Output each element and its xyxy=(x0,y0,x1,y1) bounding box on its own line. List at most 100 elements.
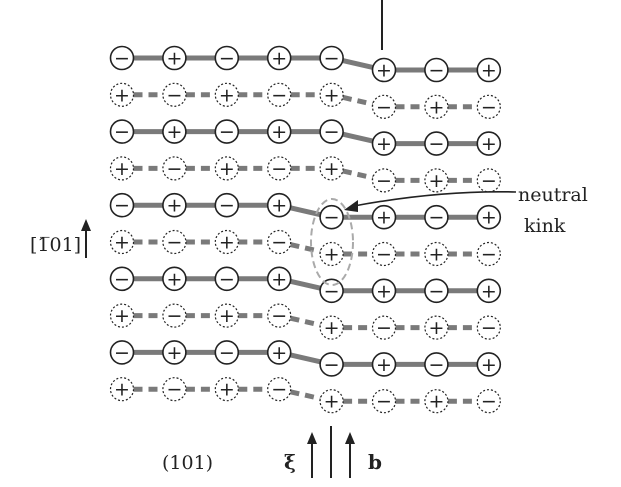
ion-cation-2-7: + xyxy=(476,131,502,156)
svg-text:+: + xyxy=(481,60,497,82)
ion-cation-4-1: + xyxy=(162,192,187,218)
ion-cation-4-3: + xyxy=(266,192,292,218)
ion-cation-3-0: + xyxy=(109,156,135,181)
ion-cation-9-0: + xyxy=(109,377,135,402)
svg-text:−: − xyxy=(376,170,392,192)
ion-cation-1-6: + xyxy=(424,94,449,119)
svg-text:+: + xyxy=(376,280,392,302)
bond-layer xyxy=(133,55,478,404)
svg-text:+: + xyxy=(428,391,444,413)
ion-cation-0-7: + xyxy=(476,57,502,83)
svg-text:−: − xyxy=(376,391,392,413)
ion-anion-5-3: − xyxy=(267,229,292,255)
ion-anion-8-0: − xyxy=(109,340,135,365)
svg-text:−: − xyxy=(428,354,444,376)
ion-cation-4-7: + xyxy=(476,204,502,230)
ion-cation-7-4: + xyxy=(319,315,344,340)
ion-cation-0-3: + xyxy=(266,45,292,71)
svg-text:−: − xyxy=(271,158,287,180)
svg-text:+: + xyxy=(376,60,392,82)
svg-text:−: − xyxy=(114,268,130,290)
kink-highlight-ellipse xyxy=(310,198,354,286)
ion-anion-0-6: − xyxy=(424,57,449,83)
svg-text:+: + xyxy=(114,84,130,106)
ion-anion-7-5: − xyxy=(371,315,397,340)
svg-text:+: + xyxy=(114,158,130,180)
svg-text:−: − xyxy=(324,207,340,229)
ion-cation-3-2: + xyxy=(214,156,239,181)
ion-anion-1-1: − xyxy=(162,82,187,107)
ion-anion-0-0: − xyxy=(109,45,135,71)
ion-anion-7-1: − xyxy=(162,303,187,328)
svg-text:−: − xyxy=(481,170,497,192)
svg-text:−: − xyxy=(166,379,182,401)
ion-cation-4-5: + xyxy=(371,204,397,230)
svg-text:−: − xyxy=(428,280,444,302)
svg-text:−: − xyxy=(376,244,392,266)
ion-anion-6-2: − xyxy=(214,266,240,292)
svg-text:−: − xyxy=(428,133,444,155)
svg-text:+: + xyxy=(271,342,287,364)
xi-arrowhead xyxy=(307,432,317,444)
svg-text:−: − xyxy=(166,305,182,327)
svg-text:−: − xyxy=(114,195,130,217)
ion-anion-6-0: − xyxy=(109,266,135,292)
ion-cation-9-4: + xyxy=(319,389,344,414)
ion-anion-2-6: − xyxy=(424,131,449,156)
svg-text:−: − xyxy=(324,121,340,143)
svg-text:+: + xyxy=(324,391,340,413)
ion-anion-7-3: − xyxy=(267,303,292,328)
svg-text:−: − xyxy=(271,84,287,106)
ion-anion-9-7: − xyxy=(476,389,501,414)
ion-cation-0-5: + xyxy=(371,57,397,83)
ion-anion-6-4: − xyxy=(319,278,344,304)
svg-text:−: − xyxy=(481,317,497,339)
bond-0-4 xyxy=(342,58,374,70)
svg-text:−: − xyxy=(428,207,444,229)
svg-text:−: − xyxy=(324,354,340,376)
svg-text:+: + xyxy=(481,354,497,376)
ion-cation-0-1: + xyxy=(162,45,187,71)
svg-text:+: + xyxy=(271,48,287,70)
ion-anion-5-5: − xyxy=(371,241,397,267)
svg-text:−: − xyxy=(271,379,287,401)
xi-label: ξ xyxy=(284,450,296,474)
svg-text:−: − xyxy=(114,121,130,143)
svg-text:−: − xyxy=(376,96,392,118)
direction-arrowhead xyxy=(81,219,91,231)
svg-text:+: + xyxy=(219,158,235,180)
svg-text:−: − xyxy=(166,84,182,106)
svg-text:−: − xyxy=(219,121,235,143)
svg-text:−: − xyxy=(271,232,287,254)
ion-cation-8-5: + xyxy=(371,352,397,377)
svg-text:−: − xyxy=(114,48,130,70)
svg-text:+: + xyxy=(481,280,497,302)
ion-cation-3-6: + xyxy=(424,168,449,193)
bond-5-3 xyxy=(289,242,321,254)
bond-6-3 xyxy=(289,278,321,291)
svg-text:+: + xyxy=(271,268,287,290)
ion-anion-1-7: − xyxy=(476,94,501,119)
ion-anion-8-2: − xyxy=(214,340,240,365)
svg-text:−: − xyxy=(324,280,340,302)
ion-anion-9-5: − xyxy=(371,389,397,414)
ion-cation-6-3: + xyxy=(266,266,292,292)
svg-text:+: + xyxy=(166,195,182,217)
ion-cation-1-2: + xyxy=(214,82,239,107)
ion-anion-3-7: − xyxy=(476,168,501,193)
ion-anion-3-1: − xyxy=(162,156,187,181)
svg-text:+: + xyxy=(428,317,444,339)
svg-text:+: + xyxy=(481,133,497,155)
ion-anion-8-4: − xyxy=(319,352,344,377)
svg-text:−: − xyxy=(219,48,235,70)
ion-anion-9-3: − xyxy=(267,377,292,402)
ion-cation-1-4: + xyxy=(319,82,344,107)
ion-anion-3-5: − xyxy=(371,168,397,193)
ion-cation-7-2: + xyxy=(214,303,239,328)
svg-text:+: + xyxy=(376,354,392,376)
ion-cation-7-6: + xyxy=(424,315,449,340)
ion-layer: − + − + − + − + + − + − + − + − − + − + − + − + + − + − + − + − − + − + − + − +… xyxy=(109,45,502,414)
ion-anion-6-6: − xyxy=(424,278,449,304)
svg-text:+: + xyxy=(376,133,392,155)
